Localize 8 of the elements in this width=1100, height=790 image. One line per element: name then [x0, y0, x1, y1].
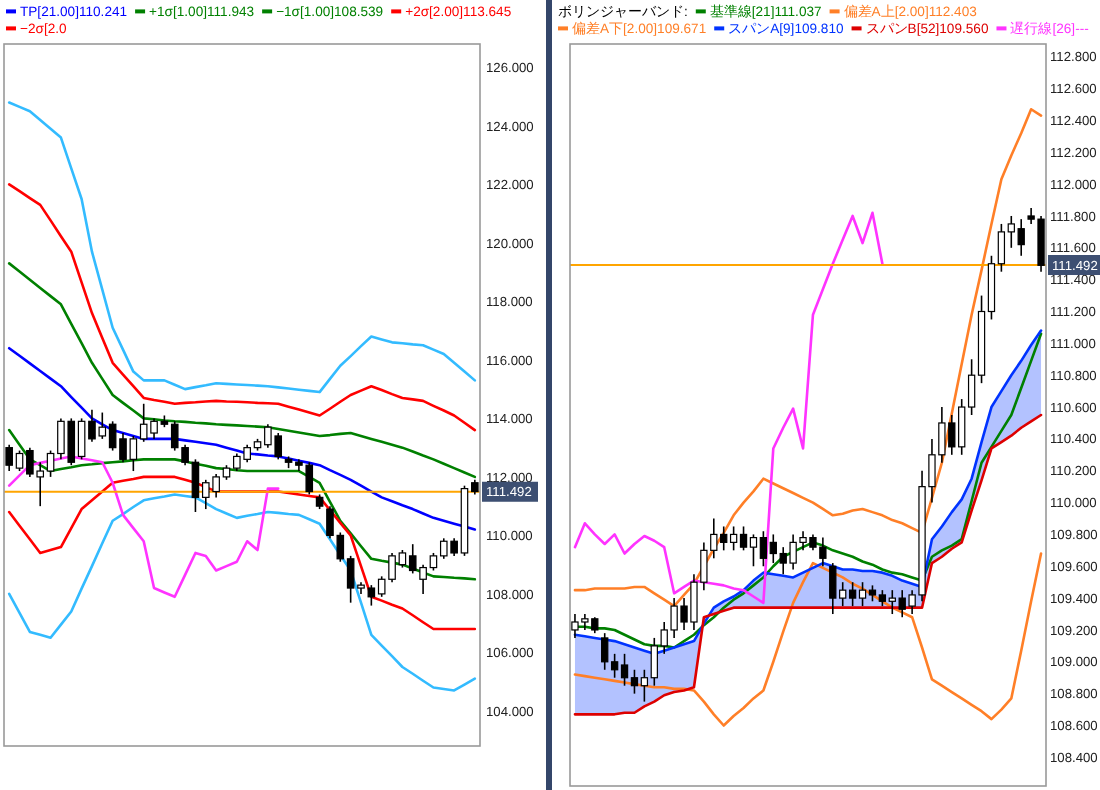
line-series	[7, 428, 477, 581]
line-series	[7, 183, 477, 432]
line-series	[7, 101, 477, 394]
line-series	[573, 552, 1043, 727]
line-series	[7, 455, 280, 599]
line-series	[7, 346, 477, 531]
line-series	[7, 262, 477, 479]
line-series	[573, 413, 1043, 716]
